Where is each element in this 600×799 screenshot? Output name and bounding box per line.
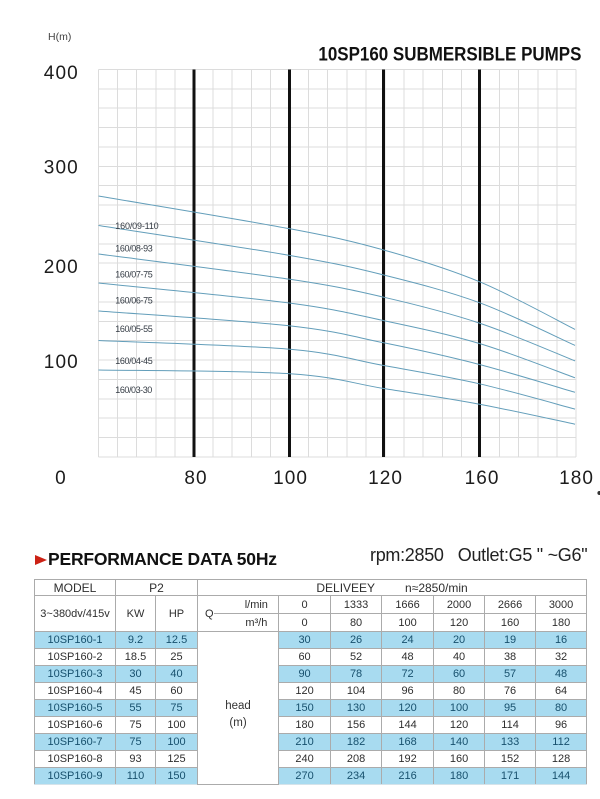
svg-text:160/03-30: 160/03-30 xyxy=(115,385,152,395)
svg-text:200: 200 xyxy=(44,257,79,278)
svg-text:160/07-75: 160/07-75 xyxy=(115,270,153,280)
svg-text:160/05-55: 160/05-55 xyxy=(115,324,153,334)
svg-text:100: 100 xyxy=(44,352,79,373)
svg-text:160/06-75: 160/06-75 xyxy=(115,296,153,306)
svg-text:160/09-110: 160/09-110 xyxy=(115,221,158,231)
svg-text:H(m): H(m) xyxy=(48,31,71,43)
svg-text:0: 0 xyxy=(55,468,67,489)
svg-text:120: 120 xyxy=(368,468,403,489)
svg-text:180: 180 xyxy=(559,468,594,489)
svg-text:160/08-93: 160/08-93 xyxy=(115,244,153,254)
svg-text:100: 100 xyxy=(273,468,308,489)
svg-text:160: 160 xyxy=(465,468,500,489)
svg-text:10SP160 SUBMERSIBLE PUMPS: 10SP160 SUBMERSIBLE PUMPS xyxy=(318,45,581,66)
svg-text:160/04-45: 160/04-45 xyxy=(115,356,153,366)
svg-text:300: 300 xyxy=(44,157,79,178)
svg-text:80: 80 xyxy=(184,468,207,489)
svg-text:400: 400 xyxy=(44,63,79,84)
